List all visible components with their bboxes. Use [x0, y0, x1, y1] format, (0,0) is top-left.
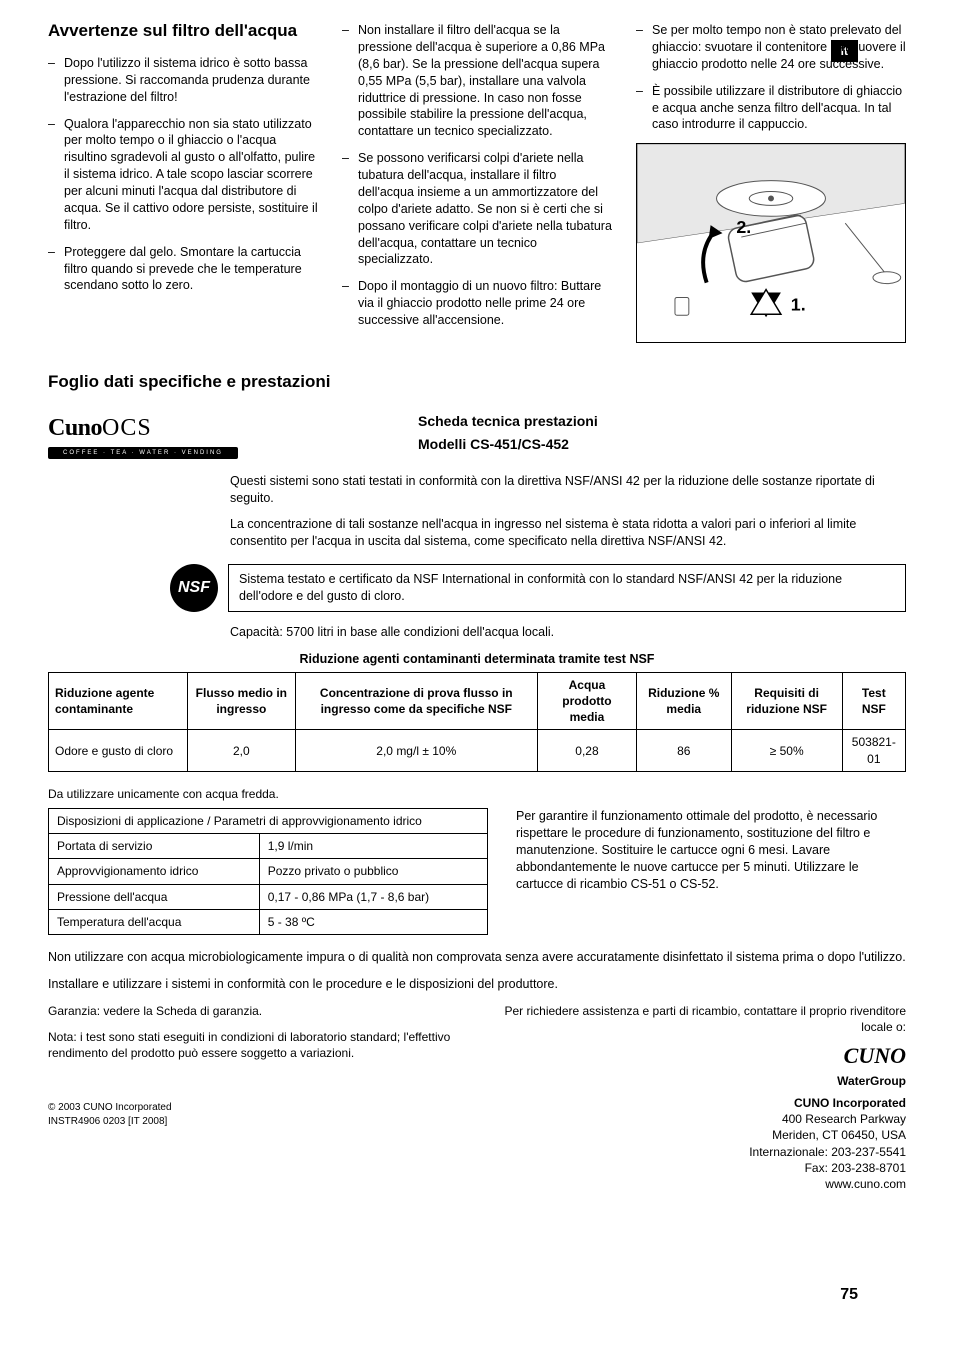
column-3: Se per molto tempo non è stato prelevato… [636, 20, 906, 343]
spec-header: Scheda tecnica prestazioni [418, 412, 598, 431]
td: Approvvigionamento idrico [49, 859, 260, 884]
th: Test NSF [842, 672, 905, 730]
spec-header-block: Scheda tecnica prestazioni Modelli CS-45… [418, 412, 598, 454]
params-table: Disposizioni di applicazione / Parametri… [48, 808, 488, 935]
instr-code: INSTR4906 0203 [IT 2008] [48, 1115, 467, 1129]
list-item: Se possono verificarsi colpi d'ariete ne… [342, 150, 612, 268]
filter-diagram: 2. 1. [636, 143, 906, 343]
intro-p1: Questi sistemi sono stati testati in con… [230, 473, 906, 507]
cuno-logo: CunoOCS COFFEE · TEA · WATER · VENDING [48, 412, 238, 458]
page-number: 75 [840, 1284, 858, 1306]
cold-water-note: Da utilizzare unicamente con acqua fredd… [48, 786, 906, 802]
company-name: CUNO Incorporated [794, 1096, 906, 1110]
assist-text: Per richiedere assistenza e parti di ric… [487, 1003, 906, 1035]
intro-block: Questi sistemi sono stati testati in con… [230, 473, 906, 551]
td: 0,28 [538, 730, 637, 771]
maintenance-para: Per garantire il funzionamento ottimale … [516, 808, 906, 892]
company-web: www.cuno.com [825, 1177, 906, 1191]
td: Odore e gusto di cloro [49, 730, 188, 771]
disclaimer-1: Non utilizzare con acqua microbiologicam… [48, 949, 906, 966]
th: Riduzione % media [636, 672, 731, 730]
list-item: Dopo il montaggio di un nuovo filtro: Bu… [342, 278, 612, 329]
company-phone: Internazionale: 203-237-5541 [749, 1145, 906, 1159]
td: 0,17 - 0,86 MPa (1,7 - 8,6 bar) [259, 884, 487, 909]
cune-logo: CUNO [487, 1041, 906, 1071]
list-item: È possibile utilizzare il distributore d… [636, 83, 906, 134]
company-block: CUNO Incorporated 400 Research Parkway M… [487, 1095, 906, 1192]
table-row: Odore e gusto di cloro 2,0 2,0 mg/l ± 10… [49, 730, 906, 771]
td: 86 [636, 730, 731, 771]
th: Concentrazione di prova flusso in ingres… [295, 672, 537, 730]
nsf-badge-icon: NSF [170, 564, 218, 612]
footer-row: Garanzia: vedere la Scheda di garanzia. … [48, 1003, 906, 1192]
capacity-text: Capacità: 5700 litri in base alle condiz… [230, 624, 906, 641]
intro-p2: La concentrazione di tali sostanze nell'… [230, 516, 906, 550]
contaminant-table: Riduzione agente contaminante Flusso med… [48, 672, 906, 772]
td: 1,9 l/min [259, 834, 487, 859]
table-row: Temperatura dell'acqua5 - 38 ºC [49, 909, 488, 934]
diagram-svg: 2. 1. [637, 144, 905, 342]
footer-left: Garanzia: vedere la Scheda di garanzia. … [48, 1003, 467, 1192]
warnings-list-3: Se per molto tempo non è stato prelevato… [636, 22, 906, 133]
nsf-row: NSF Sistema testato e certificato da NSF… [170, 564, 906, 612]
disclaimer-2: Installare e utilizzare i sistemi in con… [48, 976, 906, 993]
list-item: Se per molto tempo non è stato prelevato… [636, 22, 906, 73]
td: ≥ 50% [731, 730, 842, 771]
logo-tagline: COFFEE · TEA · WATER · VENDING [48, 447, 238, 459]
th: Acqua prodotto media [538, 672, 637, 730]
copyright-block: © 2003 CUNO Incorporated INSTR4906 0203 … [48, 1101, 467, 1128]
table-header-row: Riduzione agente contaminante Flusso med… [49, 672, 906, 730]
spec-section-title: Foglio dati specifiche e prestazioni [48, 371, 906, 394]
warnings-section: Avvertenze sul filtro dell'acqua Dopo l'… [48, 20, 906, 343]
company-addr1: 400 Research Parkway [782, 1112, 906, 1126]
td: Temperatura dell'acqua [49, 909, 260, 934]
td: Pressione dell'acqua [49, 884, 260, 909]
diagram-step-1: 1. [791, 295, 806, 315]
logo-brand-text: Cuno [48, 415, 102, 441]
warnings-list-1: Dopo l'utilizzo il sistema idrico è sott… [48, 55, 318, 294]
lower-row: Disposizioni di applicazione / Parametri… [48, 808, 906, 935]
th: Riduzione agente contaminante [49, 672, 188, 730]
spec-models: Modelli CS-451/CS-452 [418, 435, 598, 454]
td: 2,0 [188, 730, 295, 771]
td: 5 - 38 ºC [259, 909, 487, 934]
table-row: Approvvigionamento idricoPozzo privato o… [49, 859, 488, 884]
table-row: Disposizioni di applicazione / Parametri… [49, 809, 488, 834]
warranty-text: Garanzia: vedere la Scheda di garanzia. [48, 1003, 467, 1019]
copyright-text: © 2003 CUNO Incorporated [48, 1101, 467, 1115]
company-fax: Fax: 203-238-8701 [805, 1161, 906, 1175]
nsf-certification-box: Sistema testato e certificato da NSF Int… [228, 564, 906, 612]
logo-ocs-text: OCS [102, 415, 152, 441]
warnings-list-2: Non installare il filtro dell'acqua se l… [342, 22, 612, 329]
list-item: Dopo l'utilizzo il sistema idrico è sott… [48, 55, 318, 106]
company-addr2: Meriden, CT 06450, USA [772, 1128, 906, 1142]
column-2: Non installare il filtro dell'acqua se l… [342, 20, 612, 343]
table-row: Portata di servizio1,9 l/min [49, 834, 488, 859]
column-1: Avvertenze sul filtro dell'acqua Dopo l'… [48, 20, 318, 343]
watergroup-text: WaterGroup [487, 1073, 906, 1089]
th: Flusso medio in ingresso [188, 672, 295, 730]
th: Requisiti di riduzione NSF [731, 672, 842, 730]
list-item: Non installare il filtro dell'acqua se l… [342, 22, 612, 140]
warnings-title: Avvertenze sul filtro dell'acqua [48, 20, 318, 43]
list-item: Qualora l'apparecchio non sia stato util… [48, 116, 318, 234]
td: 503821-01 [842, 730, 905, 771]
logo-row: CunoOCS COFFEE · TEA · WATER · VENDING S… [48, 412, 906, 458]
diagram-step-2: 2. [736, 217, 751, 237]
table-row: Pressione dell'acqua0,17 - 0,86 MPa (1,7… [49, 884, 488, 909]
td: Pozzo privato o pubblico [259, 859, 487, 884]
note-text: Nota: i test sono stati eseguiti in cond… [48, 1029, 467, 1061]
footer-right: Per richiedere assistenza e parti di ric… [487, 1003, 906, 1192]
table1-title: Riduzione agenti contaminanti determinat… [48, 651, 906, 668]
params-header: Disposizioni di applicazione / Parametri… [49, 809, 488, 834]
td: Portata di servizio [49, 834, 260, 859]
td: 2,0 mg/l ± 10% [295, 730, 537, 771]
list-item: Proteggere dal gelo. Smontare la cartucc… [48, 244, 318, 295]
